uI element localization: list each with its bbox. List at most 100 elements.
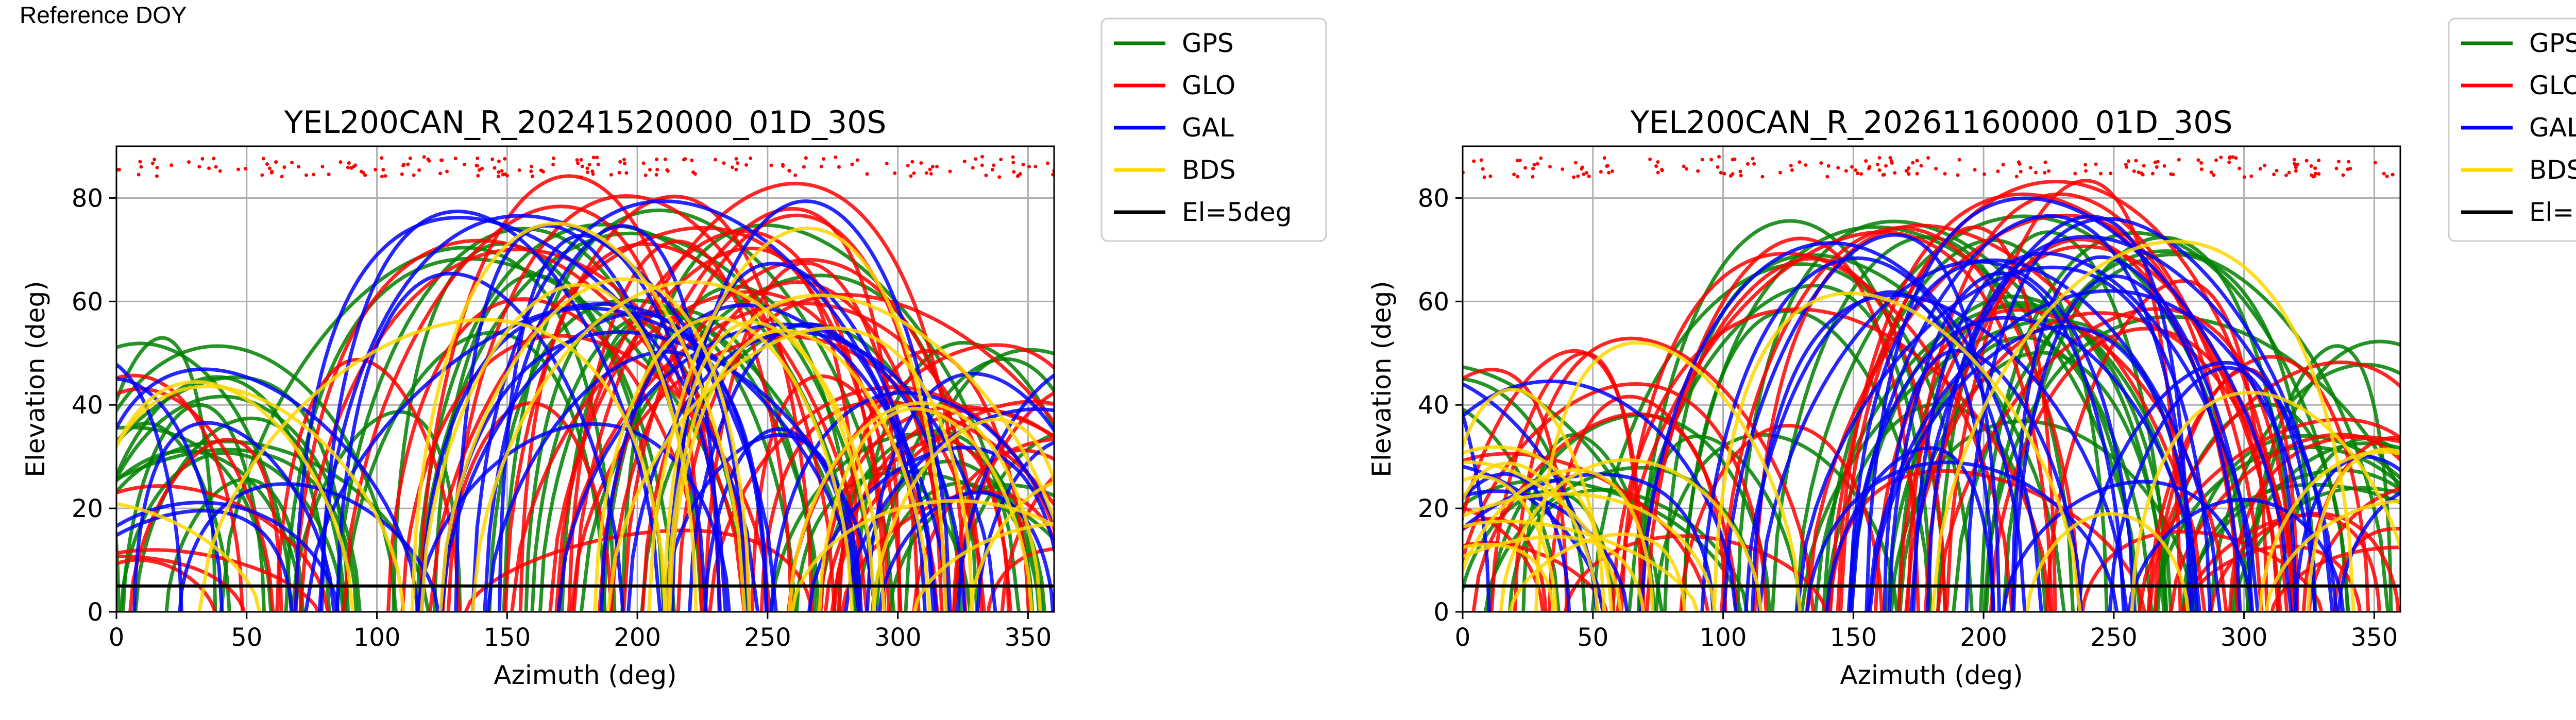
glo-zenith-point: [2228, 156, 2232, 160]
glo-zenith-point: [320, 165, 325, 169]
glo-zenith-point: [1819, 161, 1823, 165]
glo-zenith-point: [648, 168, 652, 172]
glo-zenith-point: [591, 156, 596, 160]
x-tick-label: 200: [1960, 623, 2007, 652]
glo-zenith-point: [731, 165, 735, 169]
glo-zenith-point: [1836, 166, 1840, 170]
track-gal: [1744, 290, 1996, 612]
glo-zenith-point: [353, 163, 358, 167]
track-gal: [2011, 274, 2242, 612]
track-gal: [1463, 382, 1599, 612]
track-bds: [1509, 532, 1687, 612]
glo-zenith-point: [2313, 166, 2317, 170]
glo-zenith-point: [474, 163, 479, 167]
glo-zenith-point: [170, 163, 174, 167]
glo-zenith-point: [1684, 167, 1688, 171]
track-glo: [2137, 417, 2400, 612]
track-gal: [1868, 324, 2199, 612]
glo-zenith-point: [1882, 173, 1886, 177]
glo-zenith-point: [1738, 169, 1742, 174]
glo-zenith-point: [2336, 160, 2341, 164]
x-tick-label: 150: [484, 623, 531, 652]
glo-zenith-point: [1864, 159, 1868, 163]
glo-zenith-point: [517, 168, 521, 172]
legend-label: BDS: [2529, 155, 2576, 185]
glo-zenith-point: [1587, 174, 1591, 178]
glo-zenith-point: [2083, 163, 2088, 167]
glo-zenith-point: [1516, 175, 1520, 179]
glo-zenith-point: [2294, 169, 2298, 173]
track-bds: [2264, 499, 2400, 612]
legend-label: El=5deg: [2529, 197, 2576, 227]
track-bds: [871, 418, 1054, 612]
track-bds: [2130, 390, 2400, 612]
glo-zenith-point: [2391, 173, 2395, 177]
glo-zenith-point: [1515, 159, 1519, 163]
glo-zenith-point: [476, 174, 480, 178]
track-gal: [599, 303, 950, 612]
glo-zenith-point: [1915, 159, 1919, 163]
glo-zenith-point: [1907, 166, 1911, 170]
glo-zenith-point: [793, 173, 798, 177]
track-gal: [335, 271, 625, 612]
glo-zenith-point: [2258, 167, 2262, 171]
glo-zenith-point: [2385, 174, 2389, 178]
track-gal: [1795, 265, 2212, 612]
glo-zenith-point: [1893, 171, 1897, 175]
glo-zenith-point: [622, 158, 626, 162]
glo-zenith-point: [2227, 160, 2231, 164]
glo-zenith-point: [338, 160, 343, 164]
track-bds: [1712, 291, 2082, 612]
glo-zenith-point: [2348, 166, 2352, 170]
track-gal: [687, 322, 927, 612]
glo-zenith-point: [1996, 169, 2000, 174]
glo-zenith-point: [909, 174, 913, 178]
series-glo-zenith-dots: [116, 155, 1054, 179]
track-glo: [1489, 351, 1643, 612]
track-bds: [790, 499, 1054, 612]
track-gal: [116, 508, 294, 612]
glo-zenith-point: [693, 172, 697, 176]
glo-zenith-point: [2098, 172, 2103, 176]
glo-zenith-point: [1582, 172, 1586, 176]
glo-zenith-point: [834, 155, 838, 159]
glo-zenith-point: [346, 165, 350, 169]
glo-zenith-point: [586, 170, 590, 175]
track-glo: [1513, 336, 1815, 612]
glo-zenith-point: [2199, 167, 2204, 172]
track-glo: [1463, 452, 1710, 612]
glo-zenith-point: [1751, 157, 1755, 161]
track-gal: [1750, 293, 2129, 612]
track-bds: [969, 481, 1054, 612]
glo-zenith-point: [1739, 174, 1743, 178]
track-gal: [2294, 455, 2400, 612]
glo-zenith-point: [1648, 157, 1652, 161]
glo-zenith-point: [1716, 165, 1720, 169]
glo-zenith-point: [1602, 156, 1606, 160]
glo-zenith-point: [2153, 160, 2157, 164]
track-bds: [1463, 492, 1717, 612]
legend: GPS GLO GAL BDS El=5deg: [1100, 18, 1327, 242]
glo-zenith-point: [1532, 163, 1536, 167]
track-gal: [1639, 241, 2043, 612]
track-glo: [116, 548, 320, 612]
glo-zenith-point: [2231, 155, 2235, 159]
glo-zenith-point: [422, 155, 426, 159]
track-bds: [419, 283, 698, 612]
track-gps: [116, 375, 350, 612]
track-bds: [116, 380, 355, 612]
glo-zenith-point: [1539, 156, 1543, 160]
track-gal: [419, 306, 861, 612]
glo-zenith-point: [1888, 156, 1892, 160]
glo-zenith-point: [948, 169, 952, 174]
track-gps: [1681, 225, 2142, 612]
glo-zenith-point: [734, 157, 738, 161]
chart-panel-2: 0 50 100 150 200 250 300 350 0 20 40 60 80 YEL200CAN_…: [1367, 18, 2576, 690]
glo-zenith-point: [380, 156, 384, 160]
glo-zenith-point: [855, 158, 859, 162]
track-gal: [1463, 408, 1491, 612]
glo-zenith-point: [580, 164, 584, 168]
glo-zenith-point: [1934, 166, 1938, 170]
glo-zenith-point: [265, 162, 269, 166]
glo-zenith-point: [1926, 156, 1930, 160]
